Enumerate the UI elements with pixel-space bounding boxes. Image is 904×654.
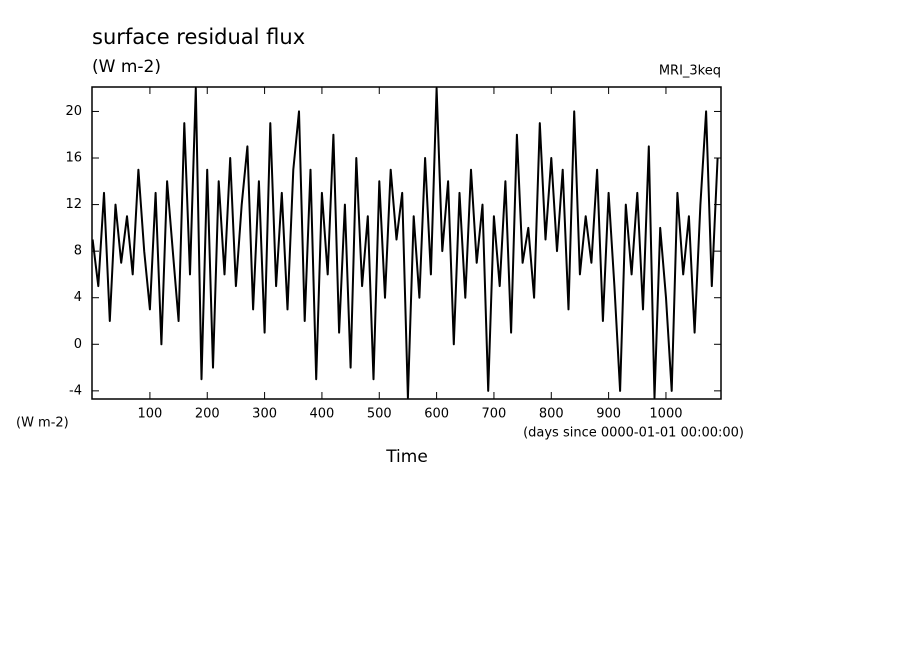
plot-frame	[91, 86, 722, 400]
annotation: MRI_3keq	[659, 64, 721, 79]
y-tick-label: 4	[74, 290, 82, 305]
x-tick-label: 500	[367, 407, 392, 422]
x-tick-label: 800	[539, 407, 564, 422]
chart-title: surface residual flux	[92, 25, 305, 49]
data-line	[91, 87, 719, 399]
x-tick-label: 100	[137, 407, 162, 422]
x-tick-label: 400	[310, 407, 335, 422]
x-tick-label: 700	[482, 407, 507, 422]
x-axis-units: (days since 0000-01-01 00:00:00)	[523, 426, 744, 441]
x-axis-label: Time	[385, 447, 428, 467]
y-tick-label: 0	[74, 337, 82, 352]
x-tick-label: 300	[252, 407, 277, 422]
x-tick-label: 1000	[649, 407, 682, 422]
y-tick-label: 12	[65, 197, 82, 212]
x-tick-label: 200	[195, 407, 220, 422]
y-tick-label: 20	[65, 104, 82, 119]
y-tick-label: 8	[74, 244, 82, 259]
y-axis-label: (W m-2)	[16, 416, 69, 431]
x-tick-label: 900	[596, 407, 621, 422]
y-tick-label: 16	[65, 151, 82, 166]
y-tick-label: -4	[69, 383, 82, 398]
x-tick-label: 600	[424, 407, 449, 422]
subtitle: (W m-2)	[92, 57, 161, 77]
